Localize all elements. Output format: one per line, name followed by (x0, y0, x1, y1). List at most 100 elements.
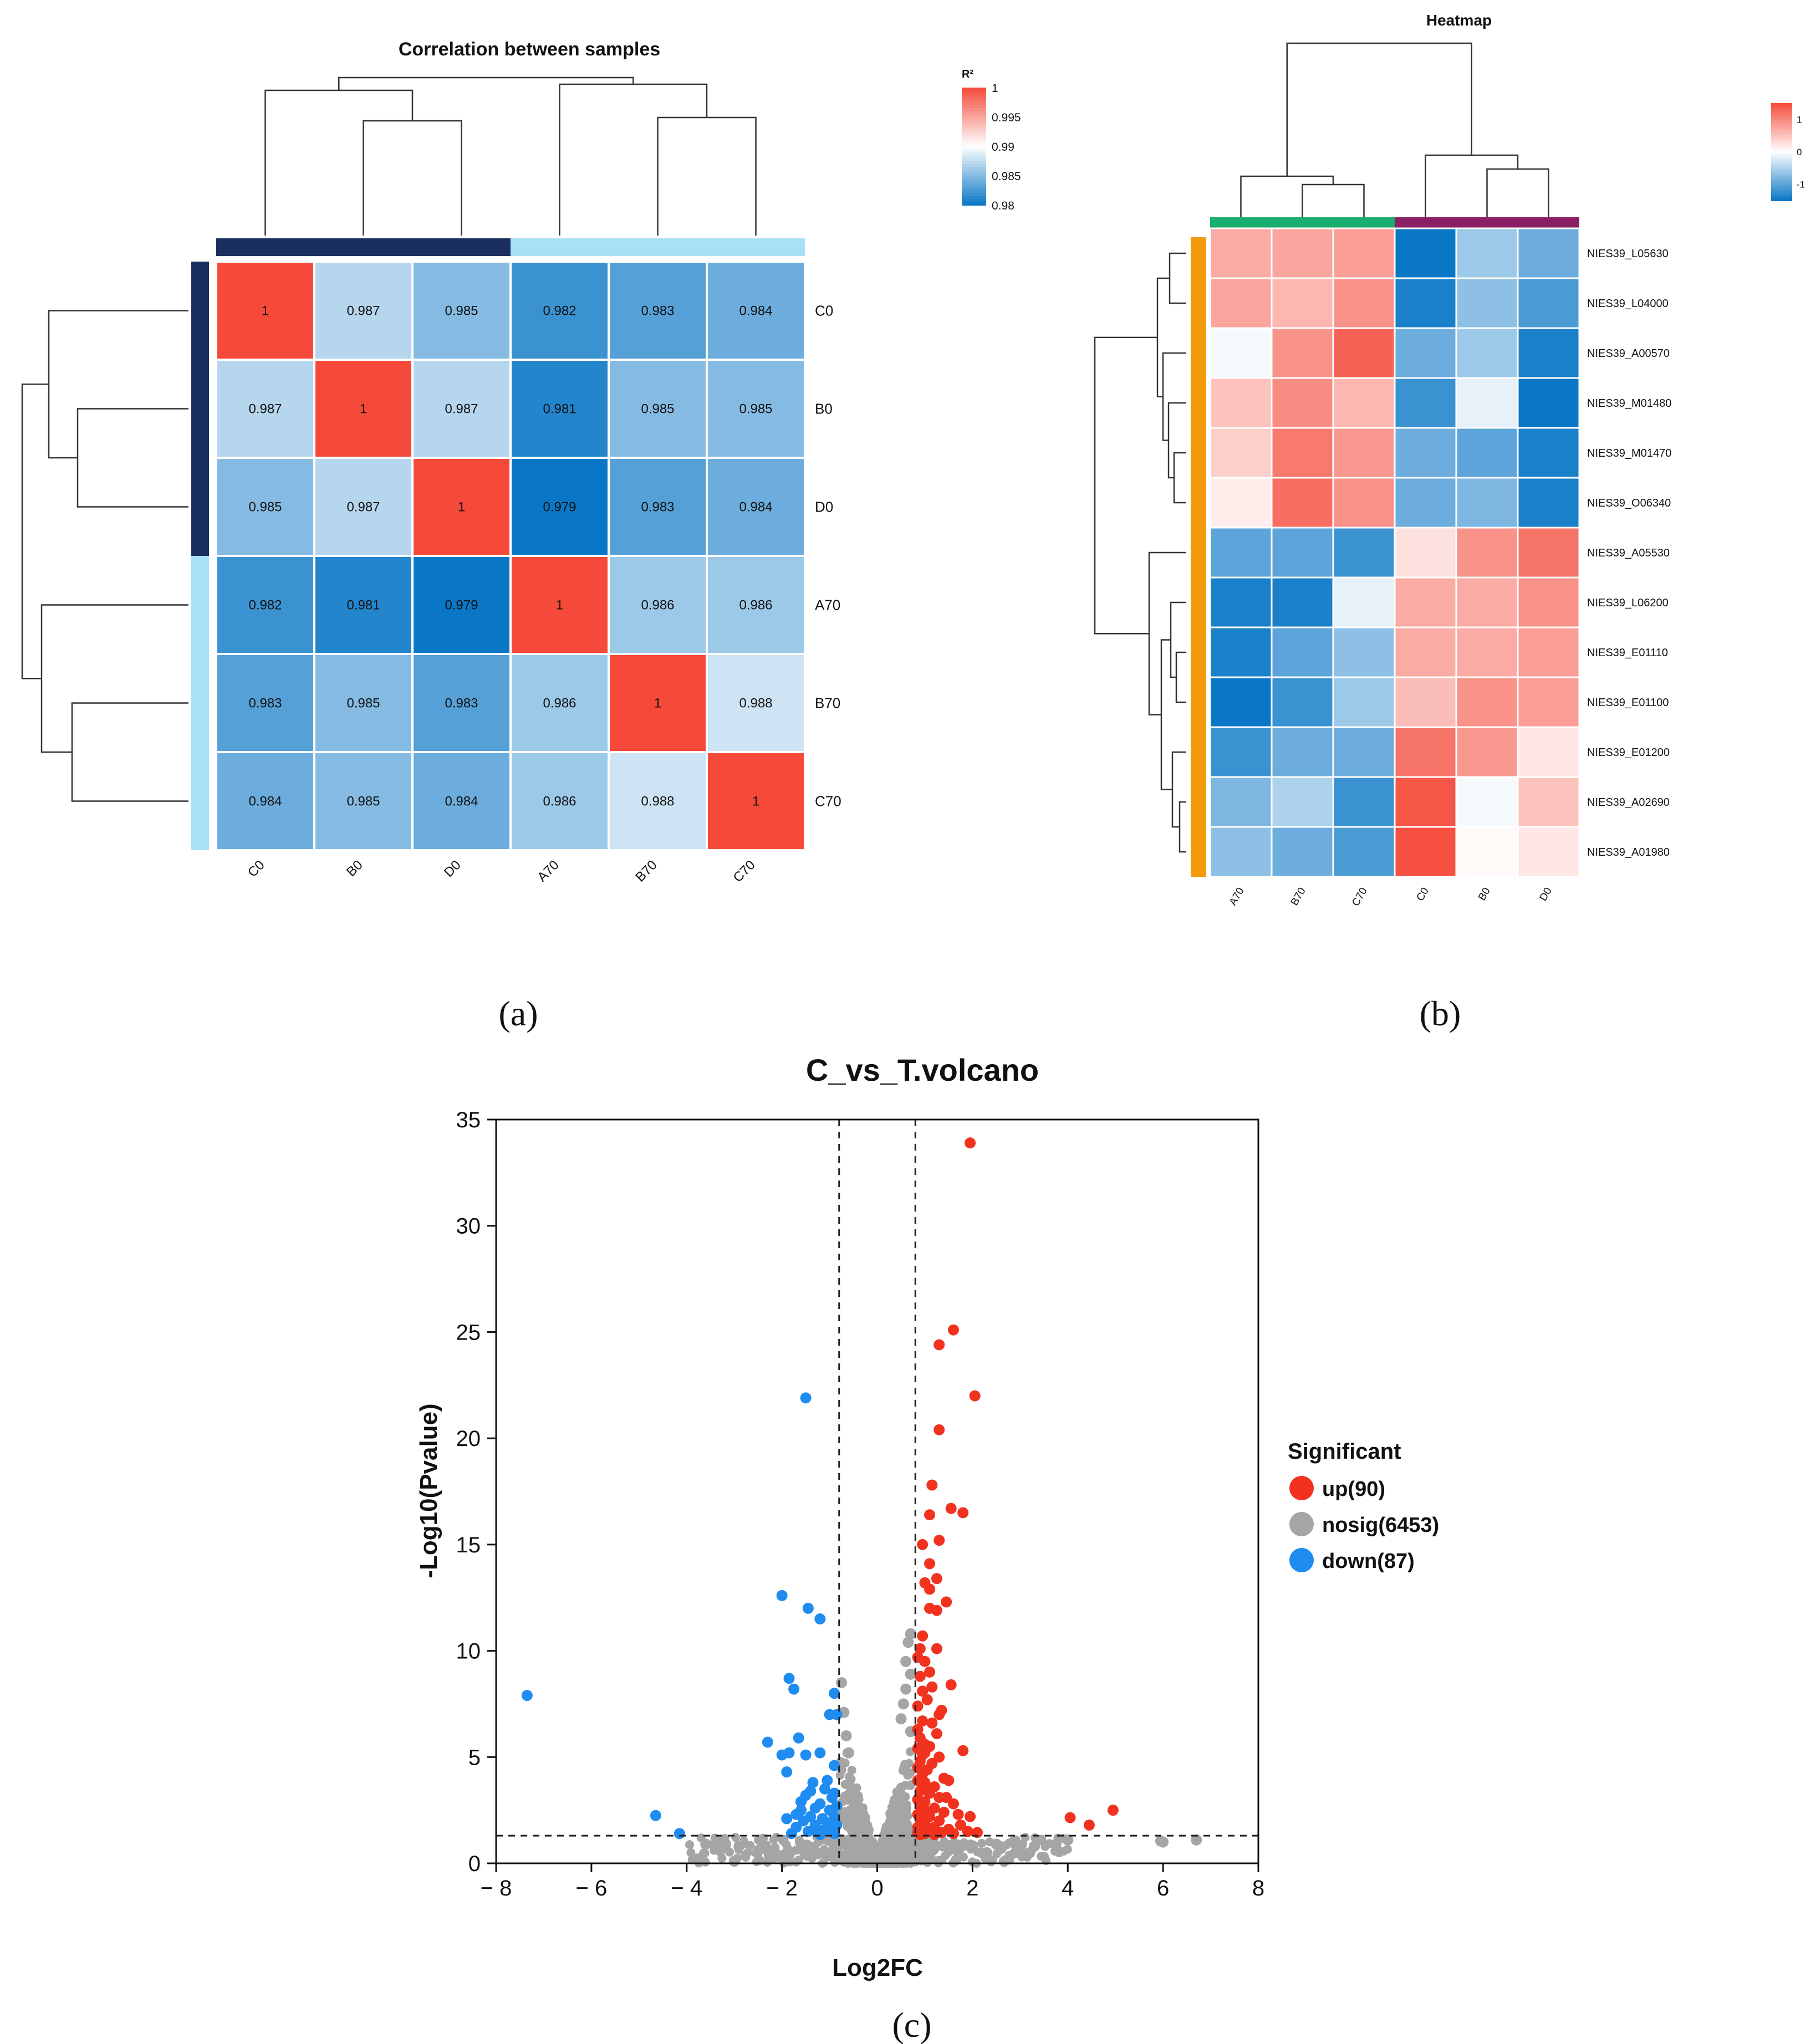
correlation-legend-swatch (962, 88, 986, 91)
volcano-legend-label: up(90) (1322, 1478, 1385, 1501)
correlation-cell (215, 653, 315, 753)
volcano-nosig-cloud-point (687, 1855, 697, 1864)
correlation-cell (313, 457, 414, 557)
correlation-cell-value: 0.988 (739, 696, 772, 711)
expression-legend-swatch (1771, 144, 1792, 148)
volcano-y-tick-label: 15 (456, 1533, 481, 1557)
correlation-legend-swatch (962, 111, 986, 115)
correlation-cell (608, 751, 708, 851)
volcano-down-point (809, 1802, 821, 1814)
volcano-nosig-cloud-point (804, 1846, 813, 1856)
correlation-cell (313, 359, 414, 459)
volcano-nosig-cloud-point (888, 1825, 897, 1835)
volcano-nosig-cloud-point (898, 1766, 907, 1775)
volcano-nosig-cloud-point (903, 1830, 912, 1839)
correlation-cell-value: 0.986 (641, 598, 674, 613)
volcano-up-point (929, 1829, 940, 1841)
correlation-legend-swatch (962, 187, 986, 191)
volcano-nosig-point (900, 1655, 912, 1667)
correlation-legend-swatch (962, 134, 986, 139)
correlation-legend-swatch (962, 120, 986, 124)
expression-legend-swatch (1771, 115, 1792, 119)
volcano-down-point (650, 1810, 661, 1821)
expression-cell (1394, 626, 1457, 678)
correlation-legend-swatch (962, 176, 986, 180)
expression-legend-swatch (1771, 135, 1792, 138)
correlation-legend-swatch (962, 102, 986, 106)
volcano-up-point (919, 1655, 931, 1667)
volcano-up-point (912, 1700, 924, 1712)
volcano-nosig-cloud-point (741, 1852, 751, 1862)
volcano-y-tick-label: 5 (468, 1745, 481, 1770)
volcano-up-point (914, 1643, 926, 1654)
correlation-legend-swatch (962, 129, 986, 132)
expression-legend-swatch (1771, 171, 1792, 175)
volcano-up-point (1083, 1819, 1095, 1831)
volcano-up-point (957, 1507, 969, 1519)
volcano-up-point (933, 1751, 945, 1763)
volcano-down-point (822, 1775, 833, 1786)
expression-cell (1455, 277, 1519, 329)
correlation-cell-value: 1 (654, 696, 661, 711)
expression-cell (1209, 826, 1273, 878)
correlation-legend-swatch (962, 190, 986, 194)
volcano-up-point (931, 1573, 942, 1585)
volcano-nosig-point (895, 1713, 907, 1725)
correlation-legend-swatch (962, 140, 986, 144)
correlation-dendrogram-link (338, 76, 634, 90)
volcano-down-point (814, 1829, 826, 1841)
correlation-color-legend: R² 1 0.995 0.99 0.985 0.98 (962, 68, 1021, 212)
expression-cell (1209, 776, 1273, 828)
correlation-side-group-bar (191, 556, 209, 850)
volcano-down-point (521, 1690, 533, 1701)
volcano-nosig-cloud-point (769, 1835, 778, 1844)
volcano-nosig-cloud-point (930, 1845, 940, 1854)
expression-row-label: NIES39_L05630 (1587, 248, 1669, 260)
expression-legend-swatch (1771, 149, 1792, 152)
volcano-nosig-cloud-point (849, 1858, 858, 1867)
expression-cell (1209, 427, 1273, 479)
volcano-up-point (948, 1828, 959, 1839)
expression-legend-swatch (1771, 103, 1792, 106)
volcano-x-label: Log2FC (832, 1954, 923, 1981)
correlation-cell-value: 0.985 (346, 696, 380, 711)
volcano-down-point (788, 1683, 800, 1695)
volcano-down-point (819, 1783, 830, 1795)
volcano-nosig-point (1062, 1834, 1074, 1846)
volcano-down-point (795, 1805, 807, 1816)
volcano-down-point (800, 1392, 812, 1404)
expression-cell (1332, 676, 1396, 728)
volcano-up-point (965, 1137, 976, 1149)
correlation-row-label: A70 (815, 597, 840, 614)
expression-cell (1455, 676, 1519, 728)
expression-cell (1332, 427, 1396, 479)
expression-cell (1332, 626, 1396, 678)
correlation-cell (706, 751, 806, 851)
volcano-nosig-cloud-point (854, 1795, 864, 1804)
volcano-up-point (938, 1806, 950, 1818)
correlation-legend-swatch (962, 114, 986, 117)
volcano-nosig-cloud-point (946, 1841, 955, 1851)
volcano-nosig-cloud-point (701, 1857, 710, 1867)
expression-dendrogram-link (1094, 336, 1157, 635)
expression-row-label: NIES39_E01100 (1587, 697, 1669, 709)
volcano-nosig-cloud-point (917, 1838, 926, 1847)
volcano-up-point (933, 1339, 945, 1351)
volcano-nosig-cloud-point (856, 1810, 866, 1820)
expression-cell (1394, 427, 1457, 479)
correlation-legend-swatch (962, 178, 986, 182)
correlation-legend-swatch (962, 152, 986, 156)
correlation-cell (706, 260, 806, 361)
correlation-cell-value: 0.983 (248, 696, 282, 711)
expression-legend-swatch (1771, 152, 1792, 155)
volcano-nosig-point (1191, 1834, 1202, 1846)
volcano-nosig-cloud-point (714, 1836, 723, 1846)
volcano-up-point (943, 1775, 955, 1786)
volcano-x-tick-label: − 6 (576, 1876, 608, 1900)
volcano-nosig-cloud-point (852, 1783, 861, 1792)
correlation-cell-value: 0.983 (641, 500, 674, 515)
correlation-cell-value: 0.979 (543, 500, 576, 515)
volcano-nosig-point (1050, 1838, 1062, 1850)
expression-legend-swatch (1771, 108, 1792, 111)
volcano-nosig-cloud-point (844, 1835, 853, 1844)
